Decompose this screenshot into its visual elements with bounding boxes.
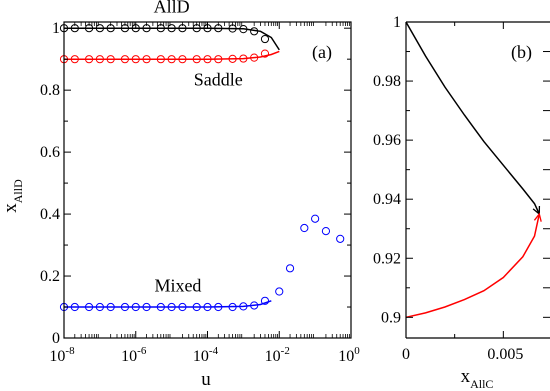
panel-a-xtick-label: 10-2	[265, 345, 290, 365]
trajectory-red-arrowhead	[533, 212, 542, 222]
data-point-mixed	[214, 302, 223, 312]
data-point-saddle	[167, 55, 176, 64]
data-point-mixed	[95, 302, 104, 312]
data-point-mixed	[228, 302, 237, 312]
data-point-mixed	[239, 302, 248, 311]
data-point-mixed	[336, 234, 345, 243]
trajectory-black-line	[405, 21, 540, 215]
data-point-saddle	[239, 54, 248, 63]
panel-b-ytick-label: 0.94	[373, 191, 401, 208]
data-point-saddle	[192, 55, 201, 64]
panel-a-xtick-label: 10-6	[121, 345, 147, 365]
data-point-mixed	[178, 302, 187, 312]
svg-text:xAllD: xAllD	[0, 179, 25, 213]
panel-b-ytick-label: 0.98	[373, 73, 401, 90]
panel-b-ytick-label: 0.9	[381, 309, 401, 326]
data-point-mixed	[167, 302, 176, 312]
panel-a-xtick-exponent: -6	[137, 345, 147, 357]
panel-b: 0.9 0.92 0.94 0.96 0.98 1 0 0.005 (b) xAllC	[373, 14, 550, 391]
panel-a-xtick-base: 10	[338, 348, 354, 365]
data-point-mixed	[203, 302, 212, 312]
data-point-saddle	[228, 54, 237, 63]
panel-a-y-axis-title: xAllD	[0, 179, 25, 213]
data-point-saddle	[120, 55, 130, 64]
panel-a-ytick-label: 0	[52, 330, 60, 347]
panel-a-xtick-label: 100	[338, 345, 360, 365]
data-point-saddle	[260, 49, 270, 58]
data-point-saddle	[156, 55, 165, 64]
panel-a-xtick-base: 10	[193, 348, 209, 365]
series-label-mixed: Mixed	[154, 275, 201, 295]
panel-a-xtick-base: 10	[121, 348, 137, 365]
panel-b-label: (b)	[511, 42, 532, 63]
series-label-alld: AllD	[154, 0, 190, 17]
panel-a-xtick-exponent: -8	[65, 345, 75, 357]
panel-a-ytick-label: 1	[52, 20, 60, 37]
panel-a-y-title-main: x	[0, 203, 21, 213]
panel-a-xtick-base: 10	[265, 348, 281, 365]
data-point-mixed	[250, 301, 259, 310]
panel-b-xtick-label: 0	[402, 346, 410, 363]
panel-b-ytick-label: 1	[393, 14, 401, 31]
data-point-mixed	[311, 214, 320, 223]
series-label-saddle: Saddle	[194, 69, 243, 89]
panel-a-xtick-exponent: -4	[209, 345, 219, 357]
data-point-mixed	[131, 302, 140, 312]
data-point-mixed	[260, 296, 270, 305]
panel-a-xtick-label: 10-8	[49, 345, 75, 365]
data-point-mixed	[156, 302, 165, 312]
data-point-mixed	[84, 302, 94, 312]
data-point-mixed	[70, 302, 79, 312]
panel-a-label: (a)	[312, 42, 332, 63]
panel-b-plot-area	[405, 21, 542, 319]
data-point-mixed	[300, 223, 309, 233]
data-point-alld	[239, 25, 248, 34]
panel-a-x-axis-title: u	[201, 369, 211, 390]
panel-a-ytick-label: 0.6	[40, 144, 60, 161]
data-point-alld	[250, 27, 259, 36]
data-point-alld	[260, 34, 270, 44]
panel-a-ytick-label: 0.4	[40, 206, 60, 223]
data-point-saddle	[250, 53, 259, 62]
panel-a-xtick-base: 10	[49, 348, 65, 365]
data-point-saddle	[131, 55, 140, 64]
panel-a-xtick-exponent: 0	[354, 345, 360, 357]
panel-a-y-title-sub: AllD	[11, 179, 25, 203]
panel-a-annotations: AllD Saddle Mixed	[154, 0, 243, 295]
data-point-mixed	[142, 302, 151, 312]
panel-a-plot-area	[59, 24, 345, 312]
data-point-saddle	[214, 55, 223, 64]
data-point-mixed	[275, 287, 284, 296]
data-point-mixed	[192, 302, 201, 312]
panel-a-xtick-label: 10-4	[193, 345, 219, 365]
data-point-saddle	[70, 55, 79, 64]
panel-a-ytick-label: 0.8	[40, 82, 60, 99]
data-point-saddle	[203, 55, 212, 64]
panel-b-x-title-main: x	[461, 366, 471, 387]
panel-b-ytick-label: 0.92	[373, 250, 401, 267]
data-point-mixed	[285, 264, 295, 273]
series-line-saddle	[64, 50, 280, 60]
data-point-mixed	[106, 302, 115, 312]
trajectory-red-line	[405, 213, 541, 319]
panel-b-x-axis-title: xAllC	[461, 366, 494, 391]
panel-a-ytick-label: 0.2	[40, 268, 60, 285]
data-point-alld	[167, 24, 176, 33]
data-point-alld	[95, 24, 104, 33]
data-point-mixed	[120, 302, 130, 312]
data-point-saddle	[84, 55, 94, 64]
data-point-saddle	[142, 55, 151, 64]
panel-b-xtick-label: 0.005	[487, 346, 523, 363]
data-point-saddle	[178, 55, 187, 64]
panel-b-x-title-sub: AllC	[470, 377, 493, 391]
data-point-mixed	[321, 227, 331, 236]
panel-b-axes: 0.9 0.92 0.94 0.96 0.98 1 0 0.005	[373, 14, 550, 363]
panel-b-ytick-label: 0.96	[373, 132, 401, 149]
panel-a-xtick-exponent: -2	[281, 345, 290, 357]
data-point-saddle	[95, 55, 104, 64]
data-point-saddle	[106, 55, 115, 64]
